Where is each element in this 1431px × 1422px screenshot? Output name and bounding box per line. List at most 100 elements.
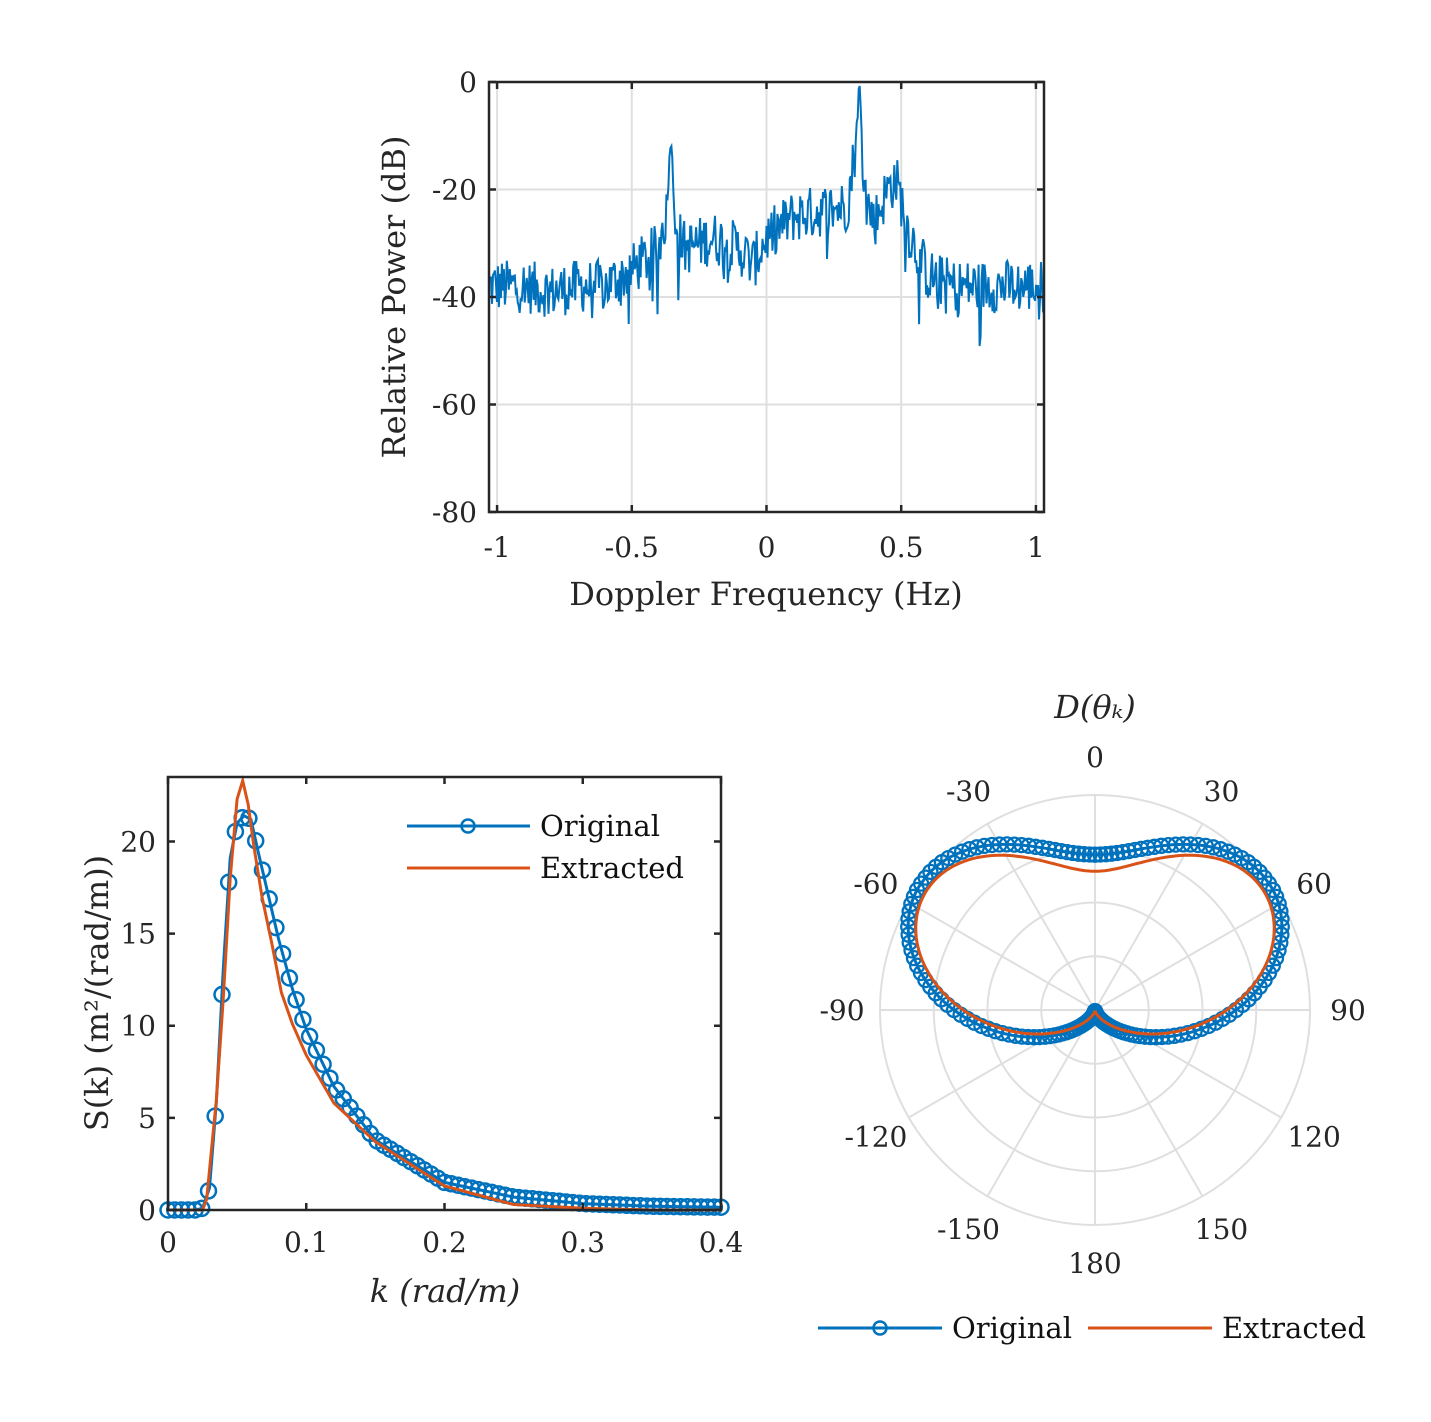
polar-original-marker [922,863,939,881]
polar-original-marker [1120,842,1137,860]
polar-original-marker [1166,1027,1183,1044]
legend-original-marker [460,818,476,834]
polar-original-marker [968,839,985,856]
polar-angle-label: -150 [937,1213,1000,1246]
polar-original-marker [1092,846,1109,863]
polar-spoke [1094,1009,1204,1197]
polar-original-marker [1081,846,1098,863]
spectrum-y-tick-label: 20 [120,825,156,858]
doppler-series-line [488,85,1045,347]
polar-original-marker [1114,843,1131,861]
original-marker [617,1196,636,1215]
polar-original-marker [1075,846,1093,863]
polar-angle-label: 60 [1296,868,1332,901]
polar-angle-labels: 0 30 60 90 120 150 180 -150 -120 -90 -60 -30 [819,741,1365,1280]
polar-original-marker [1245,858,1263,875]
polar-angle-label: -30 [946,775,991,808]
polar-original-marker [1053,842,1070,860]
polar-angle-label: 180 [1068,1247,1121,1280]
original-marker [253,861,272,879]
polar-angle-label: -120 [844,1121,907,1154]
polar-original-marker [1019,1028,1037,1046]
polar-title: D(θₖ) [1053,688,1136,726]
polar-angle-label: 0 [1086,741,1104,774]
polar-spoke [908,901,1096,1011]
original-marker [280,969,299,987]
doppler-x-tick-label: -0.5 [605,531,659,564]
spectrum-x-tick-label: 0 [159,1226,177,1259]
original-marker [692,1198,710,1216]
original-marker [287,991,305,1009]
spectrum-y-axis-label: S(k) (m²/(rad/m)) [78,855,116,1131]
doppler-y-tick-label: 0 [459,66,477,99]
original-marker [611,1196,629,1214]
original-marker [631,1197,649,1215]
original-marker [678,1198,697,1216]
polar-original-marker [1040,840,1057,858]
polar-original-marker [1103,845,1120,862]
original-marker [651,1197,670,1216]
doppler-y-tick-label: -40 [432,281,477,314]
spectrum-x-tick-label: 0.1 [284,1226,329,1259]
polar-original-marker [1197,837,1214,855]
polar-legend-extracted-label: Extracted [1222,1311,1366,1345]
original-marker [658,1197,676,1216]
doppler-y-tick-label: -80 [432,496,477,529]
polar-spoke [986,1009,1096,1197]
doppler-x-tick-label: -1 [483,531,510,564]
polar-original-marker [1031,1028,1048,1046]
doppler-spectrum-chart: -1 -0.5 0 0.5 1 -80 -60 -40 -20 0 Doppler Frequen… [375,66,1046,613]
polar-angle-label: -90 [819,994,864,1027]
polar-original-marker [953,843,971,860]
polar-original-marker [1108,844,1126,862]
original-marker [671,1197,690,1216]
spectrum-x-axis-label: k (rad/m) [370,1272,521,1310]
polar-spoke [1094,901,1282,1011]
polar-original-marker [1205,839,1222,856]
spectrum-ticks: 0 0.1 0.2 0.3 0.4 0 5 10 15 20 [120,777,743,1259]
original-marker [192,1199,211,1218]
doppler-x-tick-label: 0.5 [879,531,924,564]
polar-original-marker [961,841,978,858]
polar-original-marker [980,1020,997,1037]
polar-legend-original-marker [872,1320,888,1336]
spectrum-x-tick-label: 0.4 [699,1226,744,1259]
polar-original-marker [1182,836,1199,853]
original-marker [624,1196,643,1215]
original-marker [294,1010,312,1029]
spectrum-y-tick-label: 10 [120,1010,156,1043]
polar-original-marker [1064,844,1082,862]
doppler-x-tick-label: 1 [1027,531,1045,564]
polar-original-marker [987,1023,1004,1040]
polar-original-marker [1270,895,1287,913]
polar-original-marker [1036,1028,1053,1045]
spectrum-legend: Original Extracted [407,809,684,885]
spectrum-y-tick-label: 5 [138,1102,156,1135]
original-marker [698,1198,717,1216]
polar-angle-label: 120 [1287,1121,1340,1154]
original-marker [543,1191,562,1210]
polar-angle-label: -60 [853,868,898,901]
original-marker [300,1027,319,1046]
polar-angle-label: 150 [1195,1213,1248,1246]
original-marker [590,1195,609,1213]
original-marker [644,1197,663,1216]
polar-original-marker [1267,888,1285,905]
polar-original-marker [1159,1028,1177,1045]
doppler-y-tick-label: -20 [432,174,477,207]
original-marker [584,1195,602,1213]
polar-original-marker [1086,1003,1104,1020]
original-marker [307,1041,326,1060]
polar-original-marker [1046,841,1064,859]
legend-extracted-label: Extracted [540,851,684,885]
polar-original-marker [1059,843,1076,861]
original-marker [597,1195,616,1214]
wavenumber-spectrum-chart: 0 0.1 0.2 0.3 0.4 0 5 10 15 20 k (rad/m) S(k) (m²… [78,774,743,1310]
doppler-x-tick-label: 0 [758,531,776,564]
doppler-x-axis-label: Doppler Frequency (Hz) [569,575,963,613]
spectrum-y-tick-label: 0 [138,1194,156,1227]
polar-legend-original-label: Original [952,1311,1072,1345]
doppler-y-tick-label: -60 [432,389,477,422]
